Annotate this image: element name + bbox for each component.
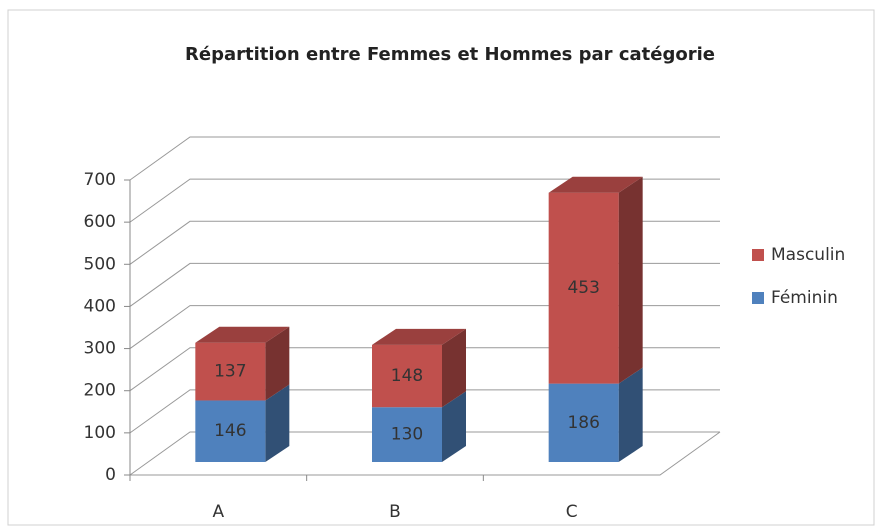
y-tick-label: 300 — [84, 339, 116, 359]
bar-top — [548, 176, 643, 193]
x-tick-label: A — [213, 502, 225, 522]
bar-side — [442, 391, 466, 462]
y-tick-label: 700 — [84, 170, 116, 190]
bar-side — [265, 326, 290, 401]
bar — [372, 344, 442, 408]
legend-label: Masculin — [771, 245, 845, 265]
grid-line — [129, 431, 720, 476]
grid-line — [129, 389, 720, 434]
data-label: 146 — [214, 421, 246, 441]
x-tick-label: C — [566, 502, 578, 522]
data-label: 148 — [391, 366, 423, 386]
y-tick-label: 200 — [84, 381, 116, 401]
y-tick-label: 100 — [84, 423, 116, 443]
bar — [195, 342, 266, 401]
legend-swatch — [752, 249, 764, 261]
x-tick-label: B — [389, 502, 401, 522]
y-tick-label: 600 — [84, 212, 116, 232]
bar-top — [195, 326, 290, 343]
chart-title: Répartition entre Femmes et Hommes par c… — [185, 44, 715, 65]
bar-side — [618, 367, 643, 462]
legend-label: Féminin — [771, 288, 838, 308]
grid-line — [129, 347, 720, 392]
bar-side — [265, 384, 290, 462]
data-label: 130 — [391, 425, 423, 445]
bar-side — [618, 176, 643, 384]
bar-side — [442, 328, 466, 408]
data-label: 453 — [567, 278, 599, 298]
bar — [195, 400, 266, 462]
data-label: 186 — [567, 413, 599, 433]
grid-line — [129, 305, 720, 349]
grid-line — [129, 136, 720, 181]
bar-top — [372, 328, 466, 345]
y-tick-label: 0 — [105, 465, 116, 485]
bar — [372, 407, 442, 462]
bar — [548, 192, 619, 384]
grid-line — [129, 178, 720, 223]
legend-swatch — [752, 292, 764, 304]
bar — [548, 383, 619, 462]
data-label: 137 — [214, 362, 246, 382]
grid-line — [129, 262, 720, 307]
y-tick-label: 500 — [84, 254, 116, 274]
grid-line — [129, 220, 720, 265]
y-tick-label: 400 — [84, 296, 116, 316]
